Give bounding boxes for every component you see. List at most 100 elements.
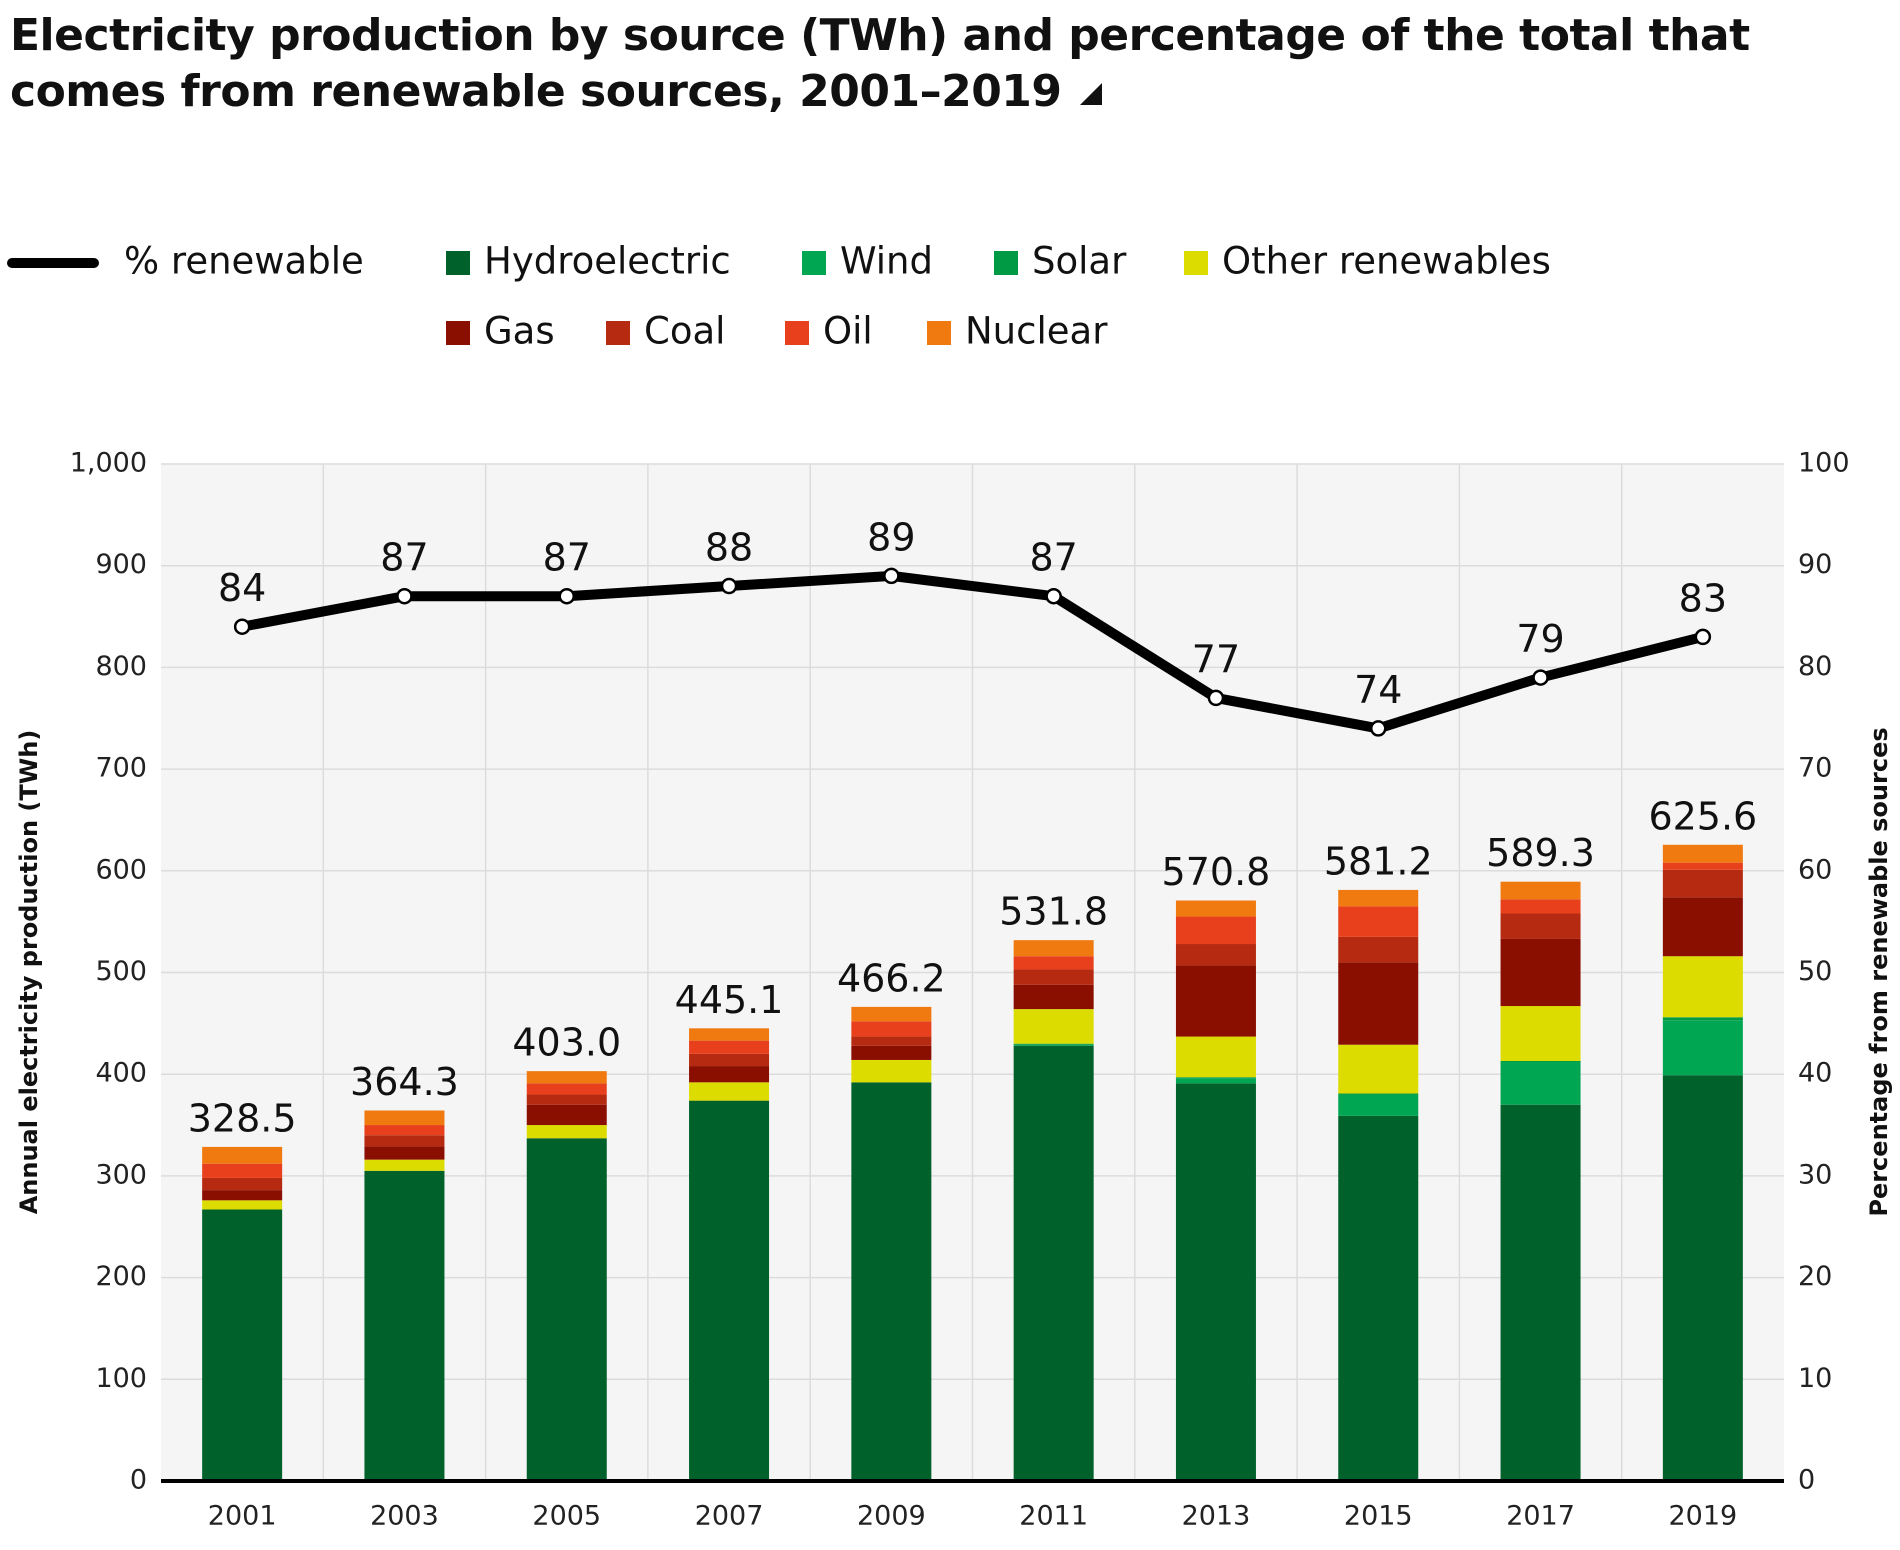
legend-swatch: [1184, 251, 1208, 275]
bar-segment: [526, 1104, 607, 1126]
bar-segment: [1338, 906, 1419, 937]
legend-label: Wind: [840, 240, 933, 283]
y2-tick-label: 80: [1798, 651, 1832, 682]
y-axis-title: Annual electricity production (TWh): [15, 730, 43, 1215]
total-label: 531.8: [999, 890, 1108, 934]
bar-segment: [1662, 897, 1743, 957]
x-tick-label: 2001: [208, 1501, 277, 1532]
line-point: [1694, 628, 1712, 646]
bar-segment: [1175, 965, 1256, 1037]
bar-segment: [202, 1190, 283, 1201]
bar-segment: [1175, 916, 1256, 945]
line-value-label: 87: [1029, 536, 1077, 580]
bar-segment: [202, 1200, 283, 1210]
legend-label: Nuclear: [965, 310, 1108, 353]
bar-segment: [1338, 1115, 1419, 1481]
y-tick-label: 500: [95, 956, 147, 987]
bar-segment: [364, 1135, 445, 1147]
bar-segment: [1013, 1044, 1094, 1046]
bar-segment: [202, 1146, 283, 1164]
bar-segment: [1338, 1093, 1419, 1095]
bar-segment: [202, 1163, 283, 1178]
line-value-label: 87: [380, 536, 428, 580]
x-tick-label: 2005: [532, 1501, 601, 1532]
line-point: [1370, 720, 1387, 737]
legend-label: Gas: [484, 310, 555, 353]
y-tick-label: 300: [95, 1159, 147, 1190]
line-value-label: 89: [867, 515, 915, 559]
bar-segment: [689, 1082, 770, 1101]
legend-label: Solar: [1032, 240, 1127, 283]
y-tick-label: 800: [95, 651, 147, 682]
bar-segment: [689, 1040, 770, 1054]
legend-swatch: [446, 251, 470, 275]
bar-segment: [202, 1209, 283, 1481]
line-point: [233, 618, 251, 635]
line-value-label: 88: [705, 526, 753, 570]
x-tick-label: 2003: [370, 1501, 439, 1532]
bar-segment: [1013, 984, 1094, 1010]
legend-swatch: [446, 321, 470, 345]
bar-segment: [364, 1110, 445, 1126]
bar-segment: [851, 1006, 932, 1022]
line-point: [558, 587, 575, 605]
legend-label: Other renewables: [1222, 240, 1551, 283]
legend-label: Coal: [644, 310, 725, 353]
bar-segment: [1013, 940, 1094, 957]
bar-segment: [1500, 899, 1581, 914]
y-tick-label: 100: [95, 1363, 147, 1394]
bar-segment: [1662, 1075, 1743, 1481]
bar-segment: [1500, 1104, 1581, 1481]
line-point: [396, 587, 413, 605]
legend-label: Oil: [823, 310, 873, 353]
bar-segment: [851, 1036, 932, 1046]
bar-segment: [1662, 956, 1743, 1018]
bar-segment: [364, 1170, 445, 1481]
y-tick-label: 900: [95, 549, 147, 580]
total-label: 581.2: [1324, 839, 1433, 883]
total-label: 445.1: [675, 978, 784, 1022]
x-tick-label: 2017: [1506, 1501, 1575, 1532]
bar-segment: [851, 1045, 932, 1060]
bar-segment: [1338, 936, 1419, 963]
bar-segment: [526, 1125, 607, 1139]
bar-segment: [1013, 1043, 1094, 1045]
y-tick-label: 700: [95, 753, 147, 784]
bar-segment: [1013, 1009, 1094, 1044]
bar-segment: [364, 1146, 445, 1160]
bar-segment: [1500, 913, 1581, 939]
line-value-label: 77: [1192, 637, 1240, 681]
bar-segment: [1338, 889, 1419, 907]
total-label: 364.3: [350, 1060, 459, 1104]
bar-segment: [1500, 1006, 1581, 1061]
line-point: [1207, 689, 1225, 707]
legend-label: % renewable: [124, 240, 364, 283]
bar-segment: [1175, 944, 1256, 966]
bar-segment: [1662, 862, 1743, 870]
bar-segment: [1175, 900, 1256, 917]
chart-title-text: Electricity production by source (TWh) a…: [10, 10, 1750, 117]
bar-segment: [1175, 1078, 1256, 1084]
legend-swatch: [785, 321, 809, 345]
x-tick-label: 2019: [1668, 1501, 1737, 1532]
line-point: [883, 567, 900, 585]
y-tick-label: 1,000: [70, 448, 147, 479]
legend-swatch: [606, 321, 630, 345]
bar-segment: [526, 1094, 607, 1105]
total-label: 625.6: [1648, 794, 1757, 838]
bar-segment: [364, 1125, 445, 1136]
collapse-icon[interactable]: [1076, 79, 1106, 109]
chart-title: Electricity production by source (TWh) a…: [10, 8, 1890, 120]
y2-tick-label: 20: [1798, 1261, 1832, 1292]
bar-segment: [1013, 1045, 1094, 1481]
y2-tick-label: 60: [1798, 854, 1832, 885]
bar-segment: [689, 1028, 770, 1041]
bar-segment: [851, 1021, 932, 1037]
x-tick-label: 2011: [1019, 1501, 1088, 1532]
legend-swatch: [927, 321, 951, 345]
y2-tick-label: 100: [1798, 448, 1850, 479]
y-tick-label: 0: [130, 1465, 147, 1496]
y2-tick-label: 0: [1798, 1465, 1815, 1496]
bar-segment: [1662, 1017, 1743, 1021]
